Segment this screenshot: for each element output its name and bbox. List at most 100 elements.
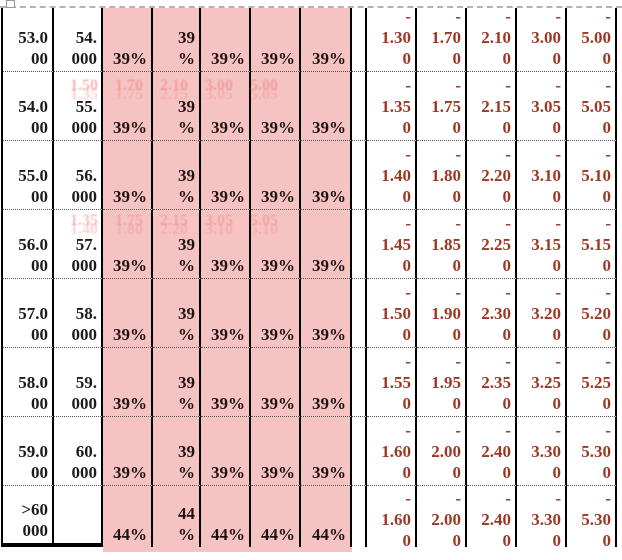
rate-cell[interactable]: 39%: [103, 141, 153, 210]
rate-cell[interactable]: 39 %: [153, 417, 201, 486]
range-cell[interactable]: 55. 000: [54, 72, 103, 141]
rate-cell[interactable]: 39%: [251, 417, 301, 486]
value-cell[interactable]: - 5.15 0: [567, 210, 617, 279]
range-cell[interactable]: 60. 000: [54, 417, 103, 486]
range-cell[interactable]: 54. 000: [54, 8, 103, 72]
value-cell[interactable]: - 5.00 0: [567, 8, 617, 72]
value-cell[interactable]: - 2.20 0: [467, 141, 517, 210]
value-cell[interactable]: - 3.15 0: [517, 210, 567, 279]
rate-cell[interactable]: 39%: [251, 8, 301, 72]
rate-cell[interactable]: 39%: [201, 279, 251, 348]
rate-cell[interactable]: 39%: [251, 141, 301, 210]
separator-cell[interactable]: [352, 141, 367, 210]
value-cell[interactable]: - 3.20 0: [517, 279, 567, 348]
value-cell[interactable]: - 1.85 0: [417, 210, 467, 279]
rate-cell[interactable]: 44%: [103, 486, 153, 547]
range-cell[interactable]: 56. 000: [54, 141, 103, 210]
value-cell[interactable]: - 2.30 0: [467, 279, 517, 348]
rate-cell[interactable]: 39%: [201, 72, 251, 141]
value-cell[interactable]: - 2.25 0: [467, 210, 517, 279]
value-cell[interactable]: - 1.40 0: [367, 141, 417, 210]
range-cell[interactable]: 58.0 00: [3, 348, 54, 417]
rate-cell[interactable]: 39%: [201, 417, 251, 486]
value-cell[interactable]: - 1.55 0: [367, 348, 417, 417]
value-cell[interactable]: - 1.60 0: [367, 417, 417, 486]
value-cell[interactable]: - 3.00 0: [517, 8, 567, 72]
separator-cell[interactable]: [352, 348, 367, 417]
value-cell[interactable]: - 5.20 0: [567, 279, 617, 348]
rate-cell[interactable]: 39%: [201, 141, 251, 210]
value-cell[interactable]: - 5.30 0: [567, 417, 617, 486]
value-cell[interactable]: - 2.00 0: [417, 417, 467, 486]
value-cell[interactable]: - 2.40 0: [467, 486, 517, 550]
rate-cell[interactable]: 39%: [251, 72, 301, 141]
value-cell[interactable]: - 2.40 0: [467, 417, 517, 486]
rate-cell[interactable]: 39%: [103, 72, 153, 141]
rate-cell[interactable]: 39 %: [153, 279, 201, 348]
range-cell[interactable]: 57. 000: [54, 210, 103, 279]
value-cell[interactable]: - 5.30 0: [567, 486, 617, 550]
separator-cell[interactable]: [352, 279, 367, 348]
rate-cell[interactable]: 39%: [301, 141, 352, 210]
rate-cell[interactable]: 39 %: [153, 8, 201, 72]
rate-cell[interactable]: 39%: [301, 8, 352, 72]
value-cell[interactable]: - 1.75 0: [417, 72, 467, 141]
range-cell[interactable]: 57.0 00: [3, 279, 54, 348]
rate-cell[interactable]: 39%: [201, 8, 251, 72]
range-cell[interactable]: [54, 486, 103, 547]
rate-cell[interactable]: 39%: [201, 210, 251, 279]
rate-cell[interactable]: 44%: [301, 486, 352, 547]
value-cell[interactable]: - 3.30 0: [517, 417, 567, 486]
rate-cell[interactable]: 39%: [103, 8, 153, 72]
rate-cell[interactable]: 44%: [201, 486, 251, 547]
rate-cell[interactable]: 39%: [251, 279, 301, 348]
rate-cell[interactable]: 39 %: [153, 141, 201, 210]
rate-cell[interactable]: 39 %: [153, 72, 201, 141]
rate-cell[interactable]: 39 %: [153, 348, 201, 417]
value-cell[interactable]: - 2.15 0: [467, 72, 517, 141]
rate-cell[interactable]: 39%: [103, 279, 153, 348]
value-cell[interactable]: - 3.30 0: [517, 486, 567, 550]
range-cell[interactable]: 53.0 00: [3, 8, 54, 72]
value-cell[interactable]: - 1.45 0: [367, 210, 417, 279]
range-cell[interactable]: >60 000: [3, 486, 54, 547]
value-cell[interactable]: - 1.30 0: [367, 8, 417, 72]
value-cell[interactable]: - 1.35 0: [367, 72, 417, 141]
rate-cell[interactable]: 39%: [103, 210, 153, 279]
value-cell[interactable]: - 1.70 0: [417, 8, 467, 72]
value-cell[interactable]: - 1.95 0: [417, 348, 467, 417]
rate-cell[interactable]: 44%: [251, 486, 301, 547]
rate-cell[interactable]: 39%: [301, 348, 352, 417]
rate-cell[interactable]: 44 %: [153, 486, 201, 547]
range-cell[interactable]: 55.0 00: [3, 141, 54, 210]
rate-cell[interactable]: 39%: [301, 417, 352, 486]
rate-cell[interactable]: 39 %: [153, 210, 201, 279]
value-cell[interactable]: - 5.10 0: [567, 141, 617, 210]
range-cell[interactable]: 58. 000: [54, 279, 103, 348]
value-cell[interactable]: - 2.35 0: [467, 348, 517, 417]
value-cell[interactable]: - 3.25 0: [517, 348, 567, 417]
rate-cell[interactable]: 39%: [103, 417, 153, 486]
range-cell[interactable]: 59.0 00: [3, 417, 54, 486]
value-cell[interactable]: - 3.05 0: [517, 72, 567, 141]
range-cell[interactable]: 59. 000: [54, 348, 103, 417]
rate-cell[interactable]: 39%: [301, 72, 352, 141]
separator-cell[interactable]: [352, 486, 367, 547]
separator-cell[interactable]: [352, 8, 367, 72]
separator-cell[interactable]: [352, 417, 367, 486]
value-cell[interactable]: - 1.80 0: [417, 141, 467, 210]
value-cell[interactable]: - 1.50 0: [367, 279, 417, 348]
value-cell[interactable]: - 3.10 0: [517, 141, 567, 210]
separator-cell[interactable]: [352, 210, 367, 279]
value-cell[interactable]: - 5.05 0: [567, 72, 617, 141]
rate-cell[interactable]: 39%: [251, 348, 301, 417]
rate-cell[interactable]: 39%: [103, 348, 153, 417]
value-cell[interactable]: - 2.00 0: [417, 486, 467, 550]
value-cell[interactable]: - 5.25 0: [567, 348, 617, 417]
range-cell[interactable]: 54.0 00: [3, 72, 54, 141]
value-cell[interactable]: - 1.60 0: [367, 486, 417, 550]
separator-cell[interactable]: [352, 72, 367, 141]
rate-cell[interactable]: 39%: [301, 279, 352, 348]
rate-cell[interactable]: 39%: [301, 210, 352, 279]
value-cell[interactable]: - 2.10 0: [467, 8, 517, 72]
